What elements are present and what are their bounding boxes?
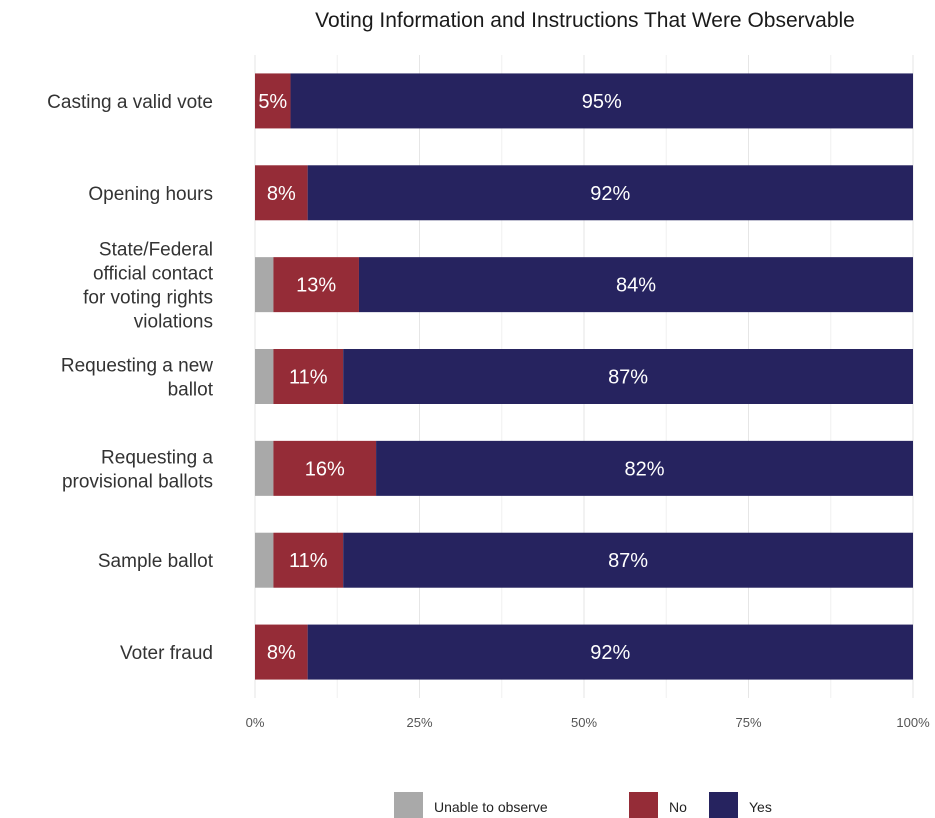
category-label: State/Federal official contact for voting … xyxy=(83,240,214,333)
legend-label: Unable to observe xyxy=(434,799,548,815)
bar-segment-yes xyxy=(343,532,913,588)
category-label: Opening hours xyxy=(88,184,213,205)
data-label: 95% xyxy=(582,91,622,113)
bar-segment-no xyxy=(273,257,359,313)
bars: 5% 95% 8% 92% 13% 84% 11% 87% 16% 82% 11% 87% 8% 92% xyxy=(255,73,914,680)
chart-title: Voting Information and Instructions That… xyxy=(315,9,855,32)
legend-label: No xyxy=(669,799,687,815)
data-label: 82% xyxy=(625,458,665,480)
bar-segment-unable-to-observe xyxy=(255,440,274,496)
x-axis-ticks: 0% 25% 50% 75% 100% xyxy=(246,715,930,730)
data-label: 5% xyxy=(258,91,287,113)
bar-segment-no xyxy=(273,349,344,404)
category-label: Requesting a provisional ballots xyxy=(62,447,213,492)
bar-segment-no xyxy=(255,624,308,680)
x-tick-label: 100% xyxy=(896,715,930,730)
bar-segment-no xyxy=(273,532,344,588)
legend-swatch xyxy=(709,792,738,818)
category-label: Requesting a new ballot xyxy=(61,356,214,401)
data-label: 8% xyxy=(267,642,296,664)
bar-segment-yes xyxy=(343,349,913,404)
x-tick-label: 50% xyxy=(571,715,597,730)
category-labels: Casting a valid vote Opening hours State/F… xyxy=(47,92,214,664)
bar-segment-unable-to-observe xyxy=(255,532,274,588)
data-label: 87% xyxy=(608,550,648,572)
data-label: 8% xyxy=(267,183,296,205)
data-label: 11% xyxy=(289,367,328,389)
bar-segment-yes xyxy=(307,165,913,221)
legend-swatch xyxy=(629,792,658,818)
bar-segment-no xyxy=(255,165,308,221)
legend: Unable to observe No Yes xyxy=(394,792,772,818)
category-label: Casting a valid vote xyxy=(47,92,213,113)
x-tick-label: 0% xyxy=(246,715,265,730)
bar-segment-unable-to-observe xyxy=(255,349,274,404)
x-tick-label: 25% xyxy=(406,715,432,730)
x-tick-label: 75% xyxy=(735,715,761,730)
data-label: 87% xyxy=(608,367,648,389)
data-label: 16% xyxy=(305,458,345,480)
legend-label: Yes xyxy=(749,799,772,815)
data-label: 11% xyxy=(289,550,328,572)
legend-swatch xyxy=(394,792,423,818)
bar-segment-yes xyxy=(290,73,914,129)
data-label: 92% xyxy=(590,642,630,664)
data-label: 84% xyxy=(616,275,656,297)
bar-segment-yes xyxy=(376,440,913,496)
bar-segment-yes xyxy=(307,624,913,680)
bar-segment-no xyxy=(273,440,377,496)
category-label: Sample ballot xyxy=(98,551,214,572)
category-label: Voter fraud xyxy=(120,643,213,664)
bar-segment-yes xyxy=(358,257,913,313)
data-label: 13% xyxy=(296,275,336,297)
data-label: 92% xyxy=(590,183,630,205)
bar-segment-no xyxy=(255,73,291,129)
bar-segment-unable-to-observe xyxy=(255,257,274,313)
